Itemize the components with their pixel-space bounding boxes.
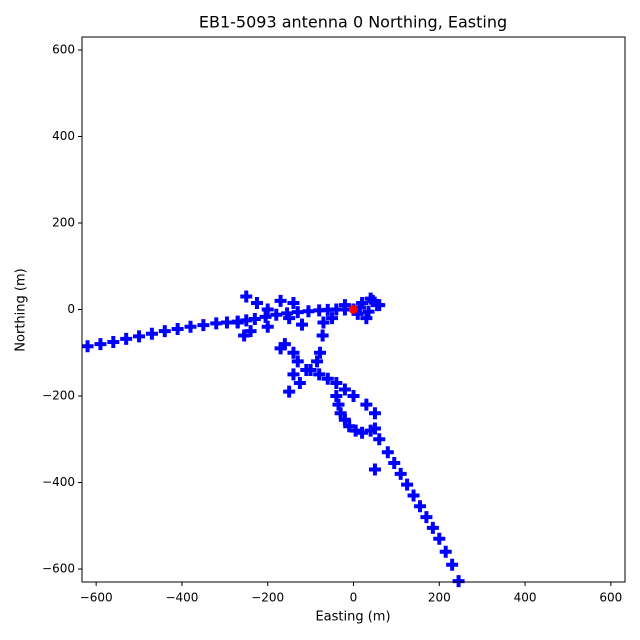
point bbox=[270, 308, 283, 321]
point bbox=[244, 325, 257, 338]
point bbox=[293, 377, 306, 390]
point bbox=[311, 355, 324, 368]
point bbox=[158, 325, 171, 338]
point bbox=[145, 327, 158, 340]
y-tick-label: 400 bbox=[52, 129, 75, 143]
point bbox=[238, 329, 251, 342]
point bbox=[316, 329, 329, 342]
point bbox=[452, 575, 465, 588]
point bbox=[283, 312, 296, 325]
x-tick-label: 0 bbox=[350, 591, 358, 605]
plot-area bbox=[81, 290, 465, 588]
point bbox=[302, 305, 315, 318]
y-tick-label: −600 bbox=[42, 562, 75, 576]
point bbox=[349, 424, 362, 437]
point bbox=[240, 290, 253, 303]
point bbox=[197, 319, 210, 332]
point bbox=[220, 316, 233, 329]
point bbox=[332, 398, 345, 411]
x-tick-label: −200 bbox=[251, 591, 284, 605]
point bbox=[334, 407, 347, 420]
point bbox=[446, 558, 459, 571]
point bbox=[250, 297, 263, 310]
point bbox=[413, 500, 426, 513]
point bbox=[171, 322, 184, 335]
point bbox=[321, 372, 334, 385]
point bbox=[300, 364, 313, 377]
y-axis-label: Northing (m) bbox=[14, 268, 29, 351]
x-tick-label: −600 bbox=[80, 591, 113, 605]
point bbox=[210, 317, 223, 330]
x-tick-label: −400 bbox=[165, 591, 198, 605]
point bbox=[231, 316, 244, 329]
point bbox=[330, 377, 343, 390]
point bbox=[287, 368, 300, 381]
point bbox=[326, 312, 339, 325]
x-tick-label: 600 bbox=[599, 591, 622, 605]
point bbox=[368, 463, 381, 476]
point bbox=[394, 467, 407, 480]
point bbox=[373, 299, 386, 312]
point bbox=[261, 320, 274, 333]
point bbox=[287, 346, 300, 359]
y-tick-label: 0 bbox=[67, 302, 75, 316]
x-tick-label: 400 bbox=[514, 591, 537, 605]
point bbox=[366, 294, 379, 307]
point bbox=[287, 297, 300, 310]
point bbox=[296, 318, 309, 331]
point bbox=[259, 310, 272, 323]
point bbox=[107, 335, 120, 348]
point bbox=[362, 305, 375, 318]
point bbox=[360, 398, 373, 411]
point bbox=[360, 312, 373, 325]
x-tick-label: 200 bbox=[428, 591, 451, 605]
point bbox=[291, 306, 304, 319]
point bbox=[314, 346, 327, 359]
point bbox=[433, 532, 446, 545]
y-tick-label: −200 bbox=[42, 389, 75, 403]
point bbox=[349, 305, 358, 314]
point bbox=[133, 330, 146, 343]
point bbox=[283, 385, 296, 398]
point bbox=[347, 390, 360, 403]
point bbox=[291, 355, 304, 368]
point bbox=[184, 320, 197, 333]
point bbox=[407, 489, 420, 502]
point bbox=[317, 316, 330, 329]
point bbox=[338, 413, 351, 426]
point bbox=[381, 446, 394, 459]
point bbox=[261, 303, 274, 316]
point bbox=[401, 478, 414, 491]
point bbox=[388, 457, 401, 470]
point bbox=[356, 426, 369, 439]
point bbox=[94, 338, 107, 351]
y-tick-label: −400 bbox=[42, 475, 75, 489]
chart-title: EB1-5093 antenna 0 Northing, Easting bbox=[199, 13, 507, 32]
point bbox=[338, 299, 351, 312]
point bbox=[426, 521, 439, 534]
point bbox=[373, 433, 386, 446]
point bbox=[368, 422, 381, 435]
point bbox=[439, 545, 452, 558]
point bbox=[248, 313, 261, 326]
x-axis-label: Easting (m) bbox=[315, 610, 390, 625]
point bbox=[81, 340, 94, 353]
point bbox=[313, 368, 326, 381]
point bbox=[330, 390, 343, 403]
point bbox=[338, 383, 351, 396]
y-tick-label: 200 bbox=[52, 215, 75, 229]
point bbox=[278, 338, 291, 351]
point bbox=[120, 332, 133, 345]
y-tick-label: 600 bbox=[52, 42, 75, 56]
point bbox=[343, 420, 356, 433]
point bbox=[420, 511, 433, 524]
point bbox=[274, 294, 287, 307]
point bbox=[368, 407, 381, 420]
